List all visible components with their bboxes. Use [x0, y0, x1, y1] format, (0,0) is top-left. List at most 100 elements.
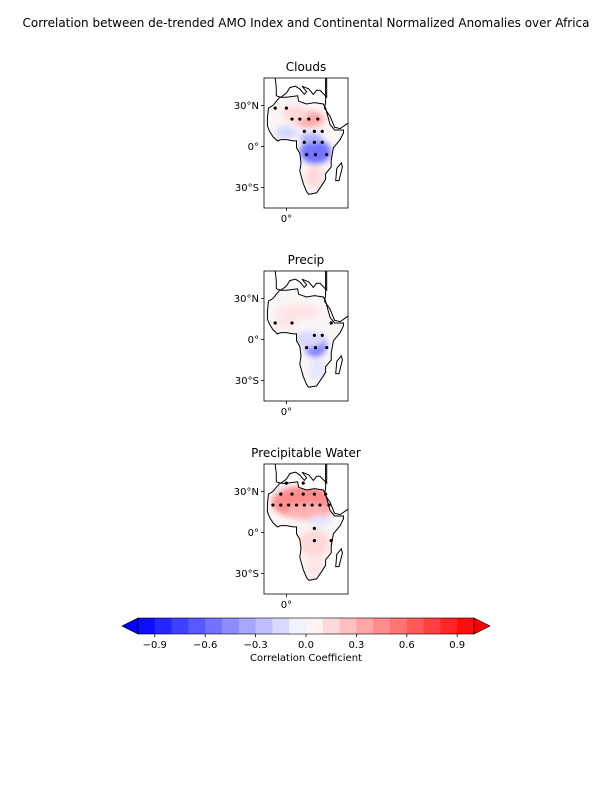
colorbar-extend-max [473, 617, 491, 635]
significance-dot [312, 526, 316, 530]
colorbar-segment [406, 618, 425, 634]
significance-dot [327, 503, 331, 507]
colorbar-tick-label: 0.9 [449, 640, 465, 651]
significance-dot [310, 503, 314, 507]
colorbar-segment [154, 618, 173, 634]
colorbar-segment [373, 618, 391, 634]
colorbar-segment [272, 618, 290, 634]
colorbar-segment [222, 618, 240, 634]
significance-dot [325, 153, 329, 157]
colorbar-segment [440, 618, 458, 634]
significance-dot [318, 503, 322, 507]
correlation-patch [299, 132, 323, 144]
correlation-field [267, 288, 344, 388]
map-frame [263, 270, 349, 402]
colorbar-tick-label: −0.3 [243, 640, 267, 651]
correlation-patch [299, 139, 332, 165]
lat-tick-label: 0° [248, 335, 259, 346]
map-svg: 30°N 0° 30°S 0° [234, 77, 349, 225]
colorbar-segment [138, 618, 156, 634]
lon-tick-label: 0° [281, 407, 292, 418]
correlation-field [267, 481, 344, 581]
significance-dot [304, 346, 309, 350]
colorbar-segment [238, 618, 257, 634]
correlation-patch [305, 165, 324, 188]
correlation-patch [308, 516, 332, 527]
significance-dot [320, 140, 324, 144]
colorbar-segment [171, 618, 189, 634]
panel-title: Precipitable Water [251, 446, 361, 460]
significance-dot [312, 539, 316, 543]
colorbar-tick-label: 0.6 [399, 640, 415, 651]
significance-dot [273, 106, 277, 110]
significance-dot [325, 346, 329, 350]
colorbar-tick-label: −0.6 [193, 640, 217, 651]
significance-dot [329, 321, 333, 325]
colorbar-segment [289, 618, 307, 634]
colorbar-segment [322, 618, 341, 634]
europe-coastline [274, 270, 328, 292]
colorbar-segment [255, 618, 273, 634]
correlation-field [267, 95, 344, 195]
figure-title: Correlation between de-trended AMO Index… [22, 16, 590, 30]
correlation-patch [281, 105, 309, 122]
colorbar-tick-label: 0.0 [298, 640, 314, 651]
significance-dot [312, 140, 316, 144]
significance-dot [316, 117, 320, 121]
africa-coastline [266, 288, 344, 388]
significance-dot [273, 321, 277, 325]
colorbar-svg: −0.9 −0.6 −0.3 0.0 0.3 0.6 0.9 [121, 617, 491, 651]
significance-dot [302, 140, 306, 144]
map-frame [263, 463, 349, 595]
colorbar-segment [205, 618, 223, 634]
significance-dot [301, 481, 305, 485]
lat-tick-label: 30°N [234, 101, 259, 112]
colorbar-segment [356, 618, 374, 634]
significance-dot [279, 503, 283, 507]
significance-dot [329, 539, 333, 543]
significance-dot [320, 129, 324, 133]
correlation-patch [298, 529, 331, 558]
europe-coastline [274, 77, 328, 99]
colorbar-segment [390, 618, 408, 634]
madagascar-coastline [335, 547, 343, 568]
significance-dot [313, 153, 318, 157]
europe-coastline [274, 463, 328, 485]
significance-dot [298, 117, 302, 121]
arabia-coastline [323, 78, 349, 130]
panel-clouds: Clouds 30°N 0° 30°S 0° [234, 60, 380, 225]
colorbar-tick-label: −0.9 [143, 640, 167, 651]
significance-dot [294, 503, 299, 507]
colorbar-segment [457, 618, 475, 634]
significance-dot [284, 481, 288, 485]
correlation-patch [275, 317, 298, 329]
correlation-patch [305, 555, 324, 578]
significance-dot [302, 129, 306, 133]
significance-dot [313, 346, 318, 350]
lon-tick-label: 0° [281, 600, 292, 611]
lat-tick-label: 30°S [235, 183, 259, 194]
significance-dot [312, 333, 316, 337]
colorbar-segment [188, 618, 206, 634]
lat-tick-label: 30°N [234, 487, 259, 498]
correlation-patch [275, 125, 298, 140]
significance-dot [279, 492, 283, 496]
colorbar-segment [339, 618, 357, 634]
significance-dot [312, 492, 316, 496]
significance-dot [284, 106, 288, 110]
significance-dot [287, 503, 291, 507]
arabia-coastline [323, 271, 349, 323]
significance-dot [301, 492, 305, 496]
panel-title: Precip [287, 253, 325, 267]
africa-coastline [266, 481, 344, 581]
colorbar-segment [306, 618, 324, 634]
significance-dot [307, 117, 311, 121]
correlation-patch [275, 303, 320, 321]
lat-tick-label: 30°S [235, 569, 259, 580]
lat-tick-label: 0° [248, 142, 259, 153]
map-svg: 30°N 0° 30°S 0° [234, 270, 349, 418]
lat-tick-label: 30°N [234, 294, 259, 305]
arabia-coastline [323, 464, 349, 516]
colorbar-segment [423, 618, 441, 634]
correlation-patch [286, 503, 332, 521]
